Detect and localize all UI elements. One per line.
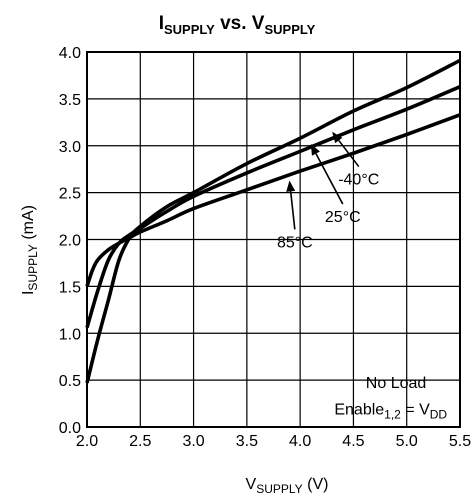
y-tick-label: 4.0	[59, 45, 81, 62]
x-tick-label: 2.5	[129, 433, 151, 450]
annotation-arrow-line	[289, 191, 296, 230]
annotation-arrow-head	[286, 180, 296, 192]
annotation-arrow-head	[332, 131, 343, 144]
x-tick-label: 3.0	[182, 433, 204, 450]
tick-labels: 2.0 2.5 3.0 3.5 4.0 4.5 5.0 5.5 0.0 0.5 1.0 1.5 2.0 2…	[59, 45, 471, 450]
x-tick-label: 4.0	[289, 433, 311, 450]
y-tick-label: 3.5	[59, 92, 81, 109]
annotation-minus40c: -40°C	[338, 172, 379, 189]
y-tick-label: 3.0	[59, 139, 81, 156]
annotation-arrow-line	[315, 153, 344, 205]
y-tick-label: 0.5	[59, 373, 81, 390]
x-axis-label: VSUPPLY (V)	[246, 476, 329, 496]
annotation-arrows	[286, 131, 360, 230]
y-tick-label: 2.0	[59, 233, 81, 250]
y-tick-label: 2.5	[59, 186, 81, 203]
y-tick-label: 1.0	[59, 326, 81, 343]
x-tick-label: 5.0	[396, 433, 418, 450]
annotation-85c: 85°C	[277, 234, 313, 251]
x-tick-label: 2.0	[76, 433, 98, 450]
plot-frame	[86, 51, 461, 428]
x-tick-label: 4.5	[342, 433, 364, 450]
annotation-25c: 25°C	[325, 209, 361, 226]
annotation-enable: Enable1,2 = VDD	[334, 401, 447, 421]
series-line-1	[85, 85, 461, 329]
annotation-no-load: No Load	[366, 375, 427, 392]
series-line-2	[85, 113, 461, 287]
x-tick-label: 3.5	[236, 433, 258, 450]
x-tick-label: 5.5	[449, 433, 471, 450]
y-tick-label: 0.0	[59, 420, 81, 437]
grid	[86, 51, 461, 428]
y-tick-label: 1.5	[59, 279, 81, 296]
series-lines	[85, 58, 461, 384]
annotations: -40°C 25°C 85°C No Load Enable1,2 = VDD	[277, 131, 447, 421]
chart-title: ISUPPLY vs. VSUPPLY	[159, 13, 316, 37]
y-axis-label: ISUPPLY (mA)	[20, 205, 40, 295]
series-line-0	[85, 58, 461, 384]
annotation-arrow-line	[338, 139, 360, 168]
annotation-arrow-head	[310, 143, 320, 156]
